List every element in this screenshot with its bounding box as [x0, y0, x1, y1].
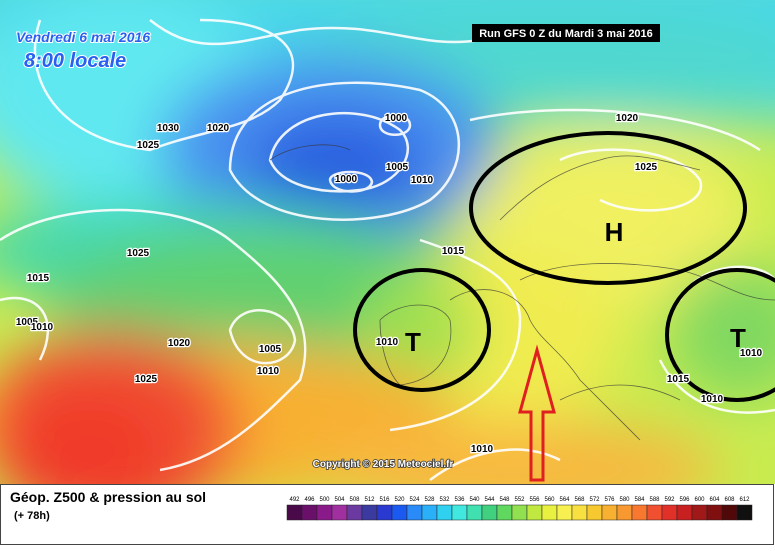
scale-label: 592	[664, 497, 675, 503]
scale-label: 500	[319, 497, 330, 503]
scale-label: 512	[364, 497, 375, 503]
scale-swatch	[346, 504, 363, 521]
scale-label: 568	[574, 497, 585, 503]
isobar-label: 1015	[667, 374, 690, 385]
isobar-label: 1010	[376, 337, 399, 348]
forecast-date: Vendredi 6 mai 2016	[16, 29, 150, 45]
forecast-time: 8:00 locale	[24, 50, 126, 72]
scale-swatch	[721, 504, 738, 521]
scale-label: 600	[694, 497, 705, 503]
scale-swatch	[421, 504, 438, 521]
scale-swatch	[736, 504, 753, 521]
scale-swatch	[406, 504, 423, 521]
isobar-label: 1010	[31, 322, 54, 333]
isobar-label: 1005	[16, 317, 39, 328]
scale-label: 504	[334, 497, 345, 503]
isobar-label: 1000	[335, 174, 358, 185]
scale-label: 596	[679, 497, 690, 503]
scale-label: 496	[304, 497, 315, 503]
run-info: Run GFS 0 Z du Mardi 3 mai 2016	[479, 28, 653, 40]
isobar-label: 1010	[471, 444, 494, 455]
scale-swatch	[541, 504, 558, 521]
isobar-label: 1010	[740, 348, 763, 359]
scale-swatch	[706, 504, 723, 521]
isobar-label: 1020	[207, 123, 230, 134]
scale-swatch	[571, 504, 588, 521]
pressure-system: T	[730, 323, 746, 353]
isobar-label: 1025	[127, 248, 150, 259]
pressure-system: H	[605, 217, 624, 247]
scale-swatch	[631, 504, 648, 521]
scale-label: 544	[484, 497, 495, 503]
scale-label: 572	[589, 497, 600, 503]
scale-swatch	[496, 504, 513, 521]
scale-swatch	[316, 504, 333, 521]
scale-swatch	[511, 504, 528, 521]
scale-swatch	[331, 504, 348, 521]
scale-label: 564	[559, 497, 570, 503]
scale-label: 536	[454, 497, 465, 503]
scale-label: 528	[424, 497, 435, 503]
scale-swatch	[466, 504, 483, 521]
scale-swatch	[616, 504, 633, 521]
isobar-label: 1015	[442, 246, 465, 257]
isobar-label: 1030	[157, 123, 180, 134]
isobar-label: 1025	[135, 374, 158, 385]
scale-swatch	[376, 504, 393, 521]
scale-swatch	[481, 504, 498, 521]
scale-label: 552	[514, 497, 525, 503]
map-field	[0, 0, 775, 484]
scale-swatch	[676, 504, 693, 521]
scale-label: 580	[619, 497, 630, 503]
scale-label: 532	[439, 497, 450, 503]
scale-label: 612	[739, 497, 750, 503]
scale-swatch	[286, 504, 303, 521]
scale-label: 508	[349, 497, 360, 503]
scale-label: 524	[409, 497, 420, 503]
isobar-label: 1020	[168, 338, 191, 349]
scale-label: 516	[379, 497, 390, 503]
scale-swatch	[451, 504, 468, 521]
isobar-label: 1005	[386, 162, 409, 173]
isobar-label: 1020	[616, 113, 639, 124]
scale-label: 556	[529, 497, 540, 503]
scale-label: 548	[499, 497, 510, 503]
scale-swatch	[661, 504, 678, 521]
scale-swatch	[361, 504, 378, 521]
scale-label: 540	[469, 497, 480, 503]
isobar-label: 1025	[635, 162, 658, 173]
pressure-system: T	[405, 327, 421, 357]
lead-time: (+ 78h)	[14, 510, 50, 522]
scale-swatch	[601, 504, 618, 521]
scale-swatch	[556, 504, 573, 521]
isobar-label: 1025	[137, 140, 160, 151]
scale-label: 576	[604, 497, 615, 503]
scale-swatch	[391, 504, 408, 521]
scale-swatch	[691, 504, 708, 521]
footer-title: Géop. Z500 & pression au sol	[10, 489, 206, 505]
isobar-label: 1010	[257, 366, 280, 377]
isobar-label: 1010	[701, 394, 724, 405]
scale-swatch	[526, 504, 543, 521]
scale-label: 520	[394, 497, 405, 503]
copyright: Copyright © 2015 Meteociel.fr	[313, 459, 454, 470]
color-scale: 492 496 500 504 508 512 516 520 524 528 532 536 540 5…	[286, 497, 753, 521]
scale-label: 584	[634, 497, 645, 503]
isobar-label: 1010	[411, 175, 434, 186]
isobar-label: 1000	[385, 113, 408, 124]
scale-label: 608	[724, 497, 735, 503]
scale-swatch	[301, 504, 318, 521]
scale-swatch	[646, 504, 663, 521]
scale-swatch	[586, 504, 603, 521]
isobar-label: 1015	[27, 273, 50, 284]
isobar-label: 1005	[259, 344, 282, 355]
scale-label: 492	[289, 497, 300, 503]
scale-label: 588	[649, 497, 660, 503]
map-labels: 1030 102010251000100010051010102010251025…	[15, 112, 764, 457]
scale-swatch	[436, 504, 453, 521]
scale-label: 560	[544, 497, 555, 503]
scale-label: 604	[709, 497, 720, 503]
